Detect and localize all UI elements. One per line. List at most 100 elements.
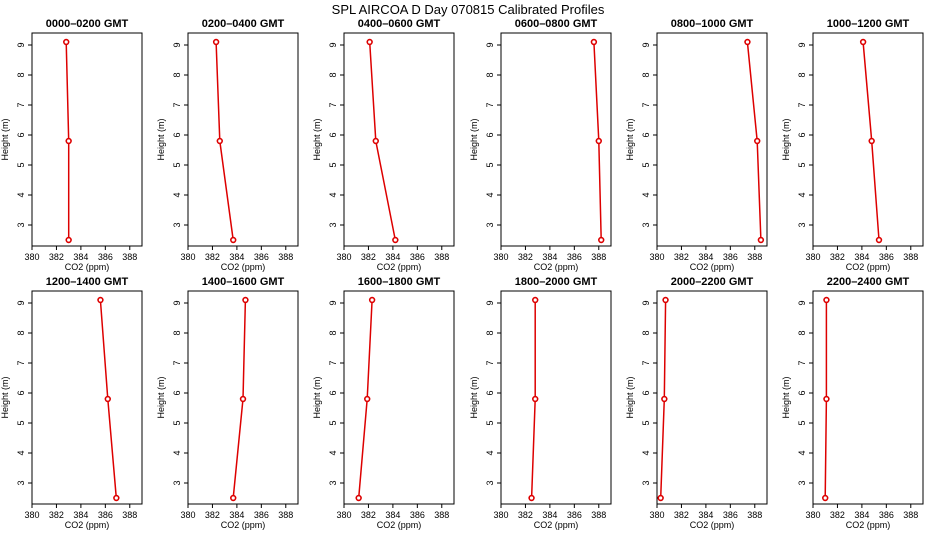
y-tick-label: 9 — [328, 300, 338, 305]
y-tick-label: 8 — [485, 330, 495, 335]
profile-point — [230, 494, 237, 502]
y-axis-label: Height (m) — [625, 118, 635, 160]
y-tick-label: 5 — [172, 420, 182, 425]
y-tick-label: 8 — [172, 72, 182, 77]
y-tick-label: 4 — [16, 192, 26, 197]
y-tick-label: 6 — [797, 390, 807, 395]
y-tick-label: 3 — [172, 222, 182, 227]
y-tick-label: 3 — [328, 222, 338, 227]
profile-point — [372, 137, 379, 145]
x-axis-label: CO2 (ppm) — [534, 262, 579, 272]
profile-point — [859, 38, 867, 46]
panel-title: 0200–0400 GMT — [202, 18, 285, 30]
y-tick-label: 9 — [172, 42, 182, 47]
plot-frame — [812, 32, 924, 247]
x-tick-label: 380 — [180, 510, 195, 520]
y-tick-label: 3 — [485, 480, 495, 485]
profile-point — [216, 137, 223, 145]
profile-point — [590, 38, 598, 46]
x-tick-label: 386 — [98, 252, 113, 262]
y-tick-label: 9 — [16, 42, 26, 47]
y-tick-label: 4 — [641, 450, 651, 455]
x-tick-label: 382 — [674, 510, 689, 520]
y-tick-label: 6 — [797, 132, 807, 137]
x-tick-label: 380 — [180, 252, 195, 262]
profile-point — [868, 137, 875, 145]
panel-title: 1000–1200 GMT — [827, 18, 910, 30]
plot-frame — [343, 32, 455, 247]
y-tick-label: 9 — [328, 42, 338, 47]
x-tick-label: 380 — [493, 510, 508, 520]
profile-point — [364, 395, 371, 403]
x-tick-label: 382 — [49, 510, 64, 520]
profile-point — [822, 494, 829, 502]
y-tick-label: 3 — [641, 222, 651, 227]
x-tick-label: 388 — [903, 510, 918, 520]
y-tick-label: 7 — [641, 360, 651, 365]
profile-point — [239, 395, 247, 403]
y-axis-label: Height (m) — [156, 118, 166, 160]
y-tick-label: 8 — [328, 72, 338, 77]
x-tick-label: 384 — [73, 510, 88, 520]
y-tick-label: 8 — [328, 330, 338, 335]
x-tick-label: 384 — [385, 252, 400, 262]
y-tick-label: 6 — [172, 390, 182, 395]
x-tick-label: 388 — [434, 510, 449, 520]
x-axis-label: CO2 (ppm) — [65, 262, 110, 272]
x-tick-label: 386 — [567, 252, 582, 262]
profile-point — [113, 494, 120, 502]
y-tick-label: 4 — [485, 450, 495, 455]
y-tick-label: 4 — [172, 450, 182, 455]
x-tick-label: 384 — [698, 252, 713, 262]
x-tick-label: 388 — [278, 252, 293, 262]
x-tick-label: 388 — [903, 252, 918, 262]
y-tick-label: 9 — [172, 300, 182, 305]
profile-panel: 1400–1600 GMT 380 382 384 386 388 3 4 5 6 7 8 9 CO2 (… — [156, 276, 299, 530]
x-tick-label: 380 — [336, 510, 351, 520]
x-tick-label: 388 — [591, 252, 606, 262]
y-tick-label: 9 — [797, 300, 807, 305]
y-tick-label: 4 — [172, 192, 182, 197]
profile-point — [532, 395, 539, 403]
profile-point — [598, 236, 605, 244]
x-tick-label: 380 — [805, 510, 820, 520]
profile-point — [657, 494, 664, 502]
y-axis-label: Height (m) — [312, 376, 322, 418]
x-tick-label: 382 — [830, 510, 845, 520]
panel-title: 1600–1800 GMT — [358, 276, 441, 288]
y-tick-label: 6 — [485, 390, 495, 395]
y-tick-label: 9 — [641, 42, 651, 47]
x-tick-label: 384 — [73, 252, 88, 262]
x-tick-label: 380 — [649, 510, 664, 520]
y-tick-label: 9 — [641, 300, 651, 305]
y-tick-label: 3 — [797, 222, 807, 227]
y-tick-label: 3 — [172, 480, 182, 485]
y-axis-label: Height (m) — [312, 118, 322, 160]
plot-frame — [812, 290, 924, 505]
plot-frame — [656, 290, 768, 505]
profile-panel: 1000–1200 GMT 380 382 384 386 388 3 4 5 6 7 8 9 CO2 (… — [781, 18, 924, 272]
x-tick-label: 386 — [723, 252, 738, 262]
profile-panel: 2200–2400 GMT 380 382 384 386 388 3 4 5 6 7 8 9 CO2 (… — [781, 276, 924, 530]
y-tick-label: 6 — [172, 132, 182, 137]
x-tick-label: 386 — [410, 510, 425, 520]
x-tick-label: 386 — [254, 252, 269, 262]
x-tick-label: 384 — [229, 510, 244, 520]
x-tick-label: 380 — [649, 252, 664, 262]
panel-title: 2000–2200 GMT — [671, 276, 754, 288]
x-tick-label: 386 — [879, 510, 894, 520]
x-tick-label: 384 — [542, 510, 557, 520]
profile-point — [754, 137, 761, 145]
x-tick-label: 382 — [205, 252, 220, 262]
profile-panel: 2000–2200 GMT 380 382 384 386 388 3 4 5 6 7 8 9 CO2 (… — [625, 276, 768, 530]
x-tick-label: 386 — [723, 510, 738, 520]
y-tick-label: 3 — [641, 480, 651, 485]
panel-title: 0600–0800 GMT — [515, 18, 598, 30]
y-tick-label: 4 — [485, 192, 495, 197]
y-tick-label: 9 — [797, 42, 807, 47]
profile-point — [662, 296, 669, 304]
profile-point — [104, 395, 111, 403]
x-tick-label: 380 — [493, 252, 508, 262]
x-tick-label: 386 — [879, 252, 894, 262]
x-tick-label: 382 — [674, 252, 689, 262]
